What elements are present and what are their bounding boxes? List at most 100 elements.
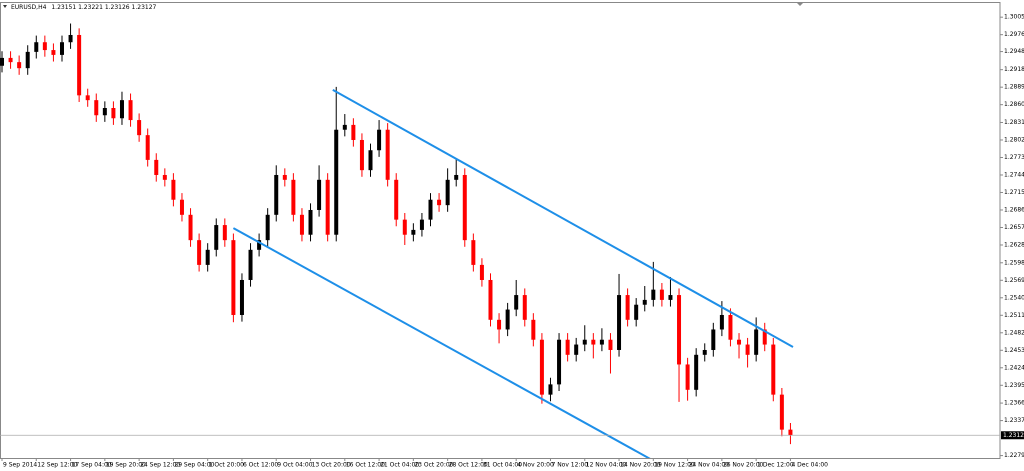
candle-body <box>25 51 30 69</box>
chart-header: EURUSD,H4 1.23151 1.23221 1.23126 1.2312… <box>11 4 157 11</box>
candle-body <box>762 329 767 345</box>
x-tick-label: 14 Nov 20:00 <box>620 462 661 469</box>
candle-body <box>531 319 536 340</box>
y-tick-label: 1.29765 <box>1004 31 1024 38</box>
x-tick-label: 12 Nov 04:00 <box>586 462 627 469</box>
candle-body <box>617 295 622 350</box>
x-tick-label: 19 Sep 20:00 <box>106 462 146 469</box>
x-tick-label: 13 Oct 20:00 <box>312 462 351 469</box>
y-tick-label: 1.27150 <box>1004 189 1024 196</box>
y-tick-label: 1.28020 <box>1004 136 1024 143</box>
candle-body <box>351 124 356 140</box>
candle-body <box>454 174 459 180</box>
candle-body <box>205 249 210 265</box>
candle-body <box>111 108 116 119</box>
y-tick-label: 1.25405 <box>1004 294 1024 301</box>
candle-body <box>394 179 399 220</box>
x-tick-label: 17 Sep 04:00 <box>72 462 112 469</box>
x-tick-label: 4 Dec 04:00 <box>791 462 828 469</box>
y-tick-label: 1.23955 <box>1004 382 1024 389</box>
x-tick-label: 6 Oct 12:00 <box>243 462 278 469</box>
y-tick-label: 1.29185 <box>1004 66 1024 73</box>
candle-body <box>668 295 673 300</box>
candle-body <box>359 139 364 171</box>
candle-body <box>728 314 733 340</box>
candle-body <box>685 364 690 390</box>
candle-body <box>214 225 219 250</box>
y-tick-label: 1.30055 <box>1004 14 1024 21</box>
candle-body <box>342 124 347 130</box>
candle-body <box>291 179 296 215</box>
y-tick-label: 1.27440 <box>1004 171 1024 178</box>
y-tick-label: 1.23370 <box>1004 417 1024 424</box>
candle-body <box>625 295 630 320</box>
candle-body <box>171 179 176 200</box>
y-tick-label: 1.23660 <box>1004 400 1024 407</box>
candle-body <box>445 179 450 206</box>
candle-body <box>265 214 270 241</box>
x-tick-label: 1 Dec 12:00 <box>757 462 794 469</box>
candle-body <box>565 339 570 355</box>
plot-area <box>0 23 794 458</box>
plot-frame <box>0 2 1001 459</box>
candle-body <box>162 174 167 180</box>
y-tick-label: 1.24825 <box>1004 329 1024 336</box>
candle-body <box>34 42 39 52</box>
menu-arrow[interactable] <box>3 5 7 8</box>
candle-body <box>719 314 724 330</box>
x-tick-label: 24 Sep 12:00 <box>140 462 180 469</box>
candle-body <box>8 57 13 63</box>
candle-body <box>188 214 193 241</box>
y-tick-label: 1.29485 <box>1004 48 1024 55</box>
x-tick-label: 16 Oct 12:00 <box>346 462 385 469</box>
candle-body <box>128 100 133 121</box>
x-tick-label: 28 Oct 12:00 <box>449 462 488 469</box>
trend-line <box>332 89 794 348</box>
candle-body <box>334 129 339 235</box>
candle-body <box>0 57 4 66</box>
x-tick-label: 31 Oct 04:00 <box>483 462 522 469</box>
shift-marker[interactable] <box>797 3 803 6</box>
x-tick-label: 19 Nov 12:00 <box>654 462 695 469</box>
candle-body <box>411 229 416 235</box>
x-tick-label: 21 Oct 04:00 <box>380 462 419 469</box>
candle-body <box>471 240 476 265</box>
y-tick-label: 1.26280 <box>1004 241 1024 248</box>
candle-body <box>522 295 527 320</box>
candle-body <box>428 199 433 220</box>
candle-body <box>77 34 82 96</box>
candle-body <box>154 159 159 175</box>
candle-body <box>317 179 322 210</box>
candle-body <box>488 279 493 320</box>
candle-body <box>102 108 107 116</box>
x-tick-label: 9 Sep 2014 <box>3 462 37 469</box>
candle-body <box>771 344 776 395</box>
candle-body <box>42 42 47 51</box>
candle-body <box>582 339 587 345</box>
candle-body <box>462 174 467 241</box>
candle-body <box>402 219 407 235</box>
candle-body <box>745 344 750 355</box>
candle-body <box>274 174 279 215</box>
candle-body <box>788 429 793 436</box>
candle-body <box>591 339 596 345</box>
y-tick-label: 1.28310 <box>1004 119 1024 126</box>
candle-body <box>437 199 442 206</box>
candle-body <box>308 209 313 235</box>
candle-body <box>119 100 124 119</box>
y-tick-label: 1.25985 <box>1004 259 1024 266</box>
y-tick-label: 1.25695 <box>1004 277 1024 284</box>
candle-body <box>59 42 64 55</box>
candle-body <box>299 214 304 235</box>
candle-body <box>479 264 484 280</box>
current-price-label: 1.23127 <box>1003 432 1024 439</box>
y-tick-label: 1.24245 <box>1004 364 1024 371</box>
candle-body <box>779 394 784 430</box>
candle-body <box>711 329 716 350</box>
x-tick-label: 7 Nov 12:00 <box>551 462 588 469</box>
candle-body <box>68 34 73 43</box>
candle-body <box>257 240 262 250</box>
open: 1.23151 <box>51 4 76 11</box>
y-tick-label: 1.26860 <box>1004 206 1024 213</box>
